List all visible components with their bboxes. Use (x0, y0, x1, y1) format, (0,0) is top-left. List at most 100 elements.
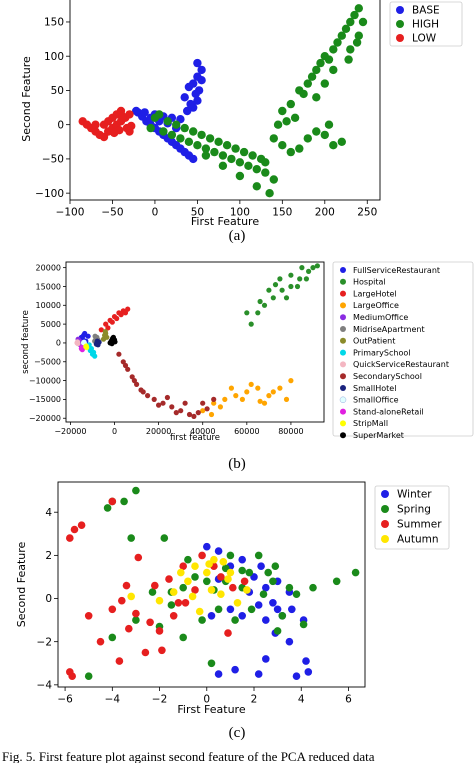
legend-marker (340, 337, 346, 344)
data-point (255, 385, 261, 391)
data-point (358, 17, 368, 27)
x-tick-label: −50 (101, 207, 123, 219)
chart-a: −100 −50 0 50 100 150 200 250 −100 −50 0 50 100 150 Fi… (20, 0, 463, 228)
legend-marker (396, 34, 404, 42)
legend: FullServiceRestaurant Hospital LargeHotel L… (332, 261, 474, 440)
data-point (203, 568, 211, 577)
legend-marker (340, 432, 346, 439)
data-point (195, 607, 204, 616)
caption-a: (a) (228, 228, 246, 244)
data-point (299, 89, 308, 99)
data-point (351, 568, 360, 577)
data-point (290, 113, 300, 123)
data-point (273, 605, 282, 614)
data-point (75, 341, 81, 347)
data-point (264, 568, 273, 577)
data-point (127, 592, 135, 601)
data-point (288, 378, 294, 384)
series-smallhotel (93, 338, 102, 348)
data-point (151, 581, 159, 590)
data-point (240, 577, 249, 586)
data-point (269, 599, 277, 607)
y-tick-label: −5000 (34, 358, 61, 367)
data-point (316, 58, 325, 68)
data-point (191, 413, 197, 419)
data-point (299, 265, 305, 271)
data-point (186, 411, 193, 418)
x-tick-label: 80000 (278, 427, 303, 436)
legend-label: MidriseApartment (353, 325, 425, 334)
legend-label: SmallHotel (353, 384, 396, 393)
x-tick-label: −4 (105, 694, 121, 706)
data-point (198, 551, 206, 560)
data-point (201, 144, 211, 153)
data-point (257, 398, 263, 404)
data-point (224, 629, 232, 637)
data-point (127, 121, 136, 131)
data-point (200, 400, 206, 406)
data-point (303, 79, 312, 88)
data-point (244, 389, 250, 395)
data-point (277, 385, 283, 391)
y-tick-label: 0 (45, 593, 52, 605)
data-point (155, 596, 164, 605)
data-point (235, 171, 245, 181)
x-tick-label: 100 (230, 207, 250, 219)
y-tick-label: 10000 (36, 301, 61, 310)
data-point (231, 144, 240, 153)
data-point (103, 504, 112, 512)
data-point (156, 402, 162, 408)
data-point (218, 161, 228, 170)
data-point (197, 76, 206, 85)
data-point (189, 154, 198, 164)
y-axis-label: Second Feature (15, 541, 28, 627)
data-point (244, 161, 253, 170)
data-point (118, 112, 127, 121)
data-point (262, 583, 270, 592)
data-point (218, 151, 228, 160)
data-point (173, 410, 179, 416)
data-point (211, 396, 217, 402)
data-point (333, 38, 342, 47)
data-point (132, 106, 141, 116)
legend-marker (339, 396, 347, 404)
data-point (191, 586, 199, 594)
y-tick-label: 100 (44, 51, 64, 63)
x-axis-label: first feature (170, 433, 220, 443)
data-point (294, 283, 301, 290)
data-point (211, 400, 217, 406)
data-point (286, 99, 295, 109)
chart-a-points (78, 4, 368, 198)
legend-label: MediumOffice (353, 313, 408, 322)
data-point (283, 295, 290, 301)
data-point (344, 55, 353, 64)
data-point (112, 339, 118, 345)
data-point (108, 605, 117, 614)
data-point (248, 381, 254, 387)
x-tick-label: −6 (57, 694, 73, 706)
data-point (181, 599, 190, 607)
legend-label: Stand-aloneRetail (353, 407, 424, 416)
data-point (272, 282, 279, 288)
series-high (146, 4, 368, 198)
y-tick-label: 15000 (36, 282, 61, 291)
x-tick-label: −100 (56, 207, 85, 219)
data-point (238, 555, 246, 564)
data-point (224, 575, 232, 583)
data-point (269, 134, 278, 143)
data-point (214, 547, 223, 555)
data-point (169, 612, 178, 620)
y-tick-label: 4 (45, 507, 52, 519)
series-largeoffice (200, 378, 294, 418)
data-point (165, 575, 173, 583)
y-tick-label: 5000 (41, 320, 61, 329)
data-point (332, 577, 341, 586)
data-point (108, 633, 117, 642)
data-point (92, 333, 98, 339)
data-point (184, 555, 192, 564)
data-point (120, 497, 128, 506)
data-point (270, 295, 276, 301)
data-point (288, 605, 296, 614)
data-point (179, 583, 187, 592)
